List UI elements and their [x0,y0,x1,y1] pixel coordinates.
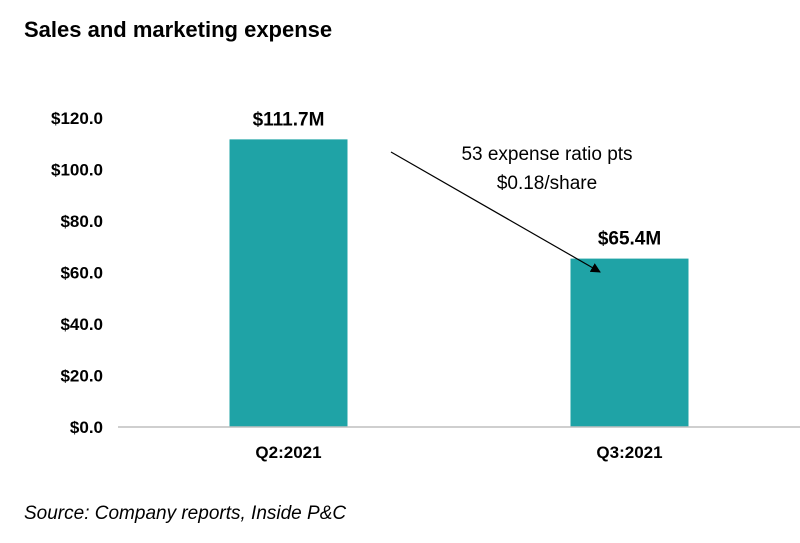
y-tick-label: $120.0 [51,109,103,128]
bar-data-label: $65.4M [598,229,661,250]
bar [229,139,348,427]
annotation-line-2: $0.18/share [497,173,597,194]
y-tick-label: $0.0 [70,418,103,437]
bar-data-label: $111.7M [253,109,325,130]
y-tick-label: $60.0 [60,264,103,283]
annotation-line-1: 53 expense ratio pts [461,144,632,165]
y-tick-label: $80.0 [60,212,103,231]
bar [570,258,689,427]
y-tick-label: $100.0 [51,161,103,180]
annotation-arrow [390,151,601,273]
y-tick-label: $20.0 [60,367,103,386]
x-tick-label: Q3:2021 [596,443,662,462]
bars [229,139,689,427]
chart-title: Sales and marketing expense [24,17,333,42]
x-axis-labels: Q2:2021 Q3:2021 [255,443,662,462]
y-tick-label: $40.0 [60,315,103,334]
data-labels: $111.7M $65.4M [253,109,662,249]
source-note: Source: Company reports, Inside P&C [24,503,347,524]
x-tick-label: Q2:2021 [255,443,321,462]
y-axis-ticks: $0.0 $20.0 $40.0 $60.0 $80.0 $100.0 $120.0 [51,109,103,437]
annotation: 53 expense ratio pts $0.18/share [390,144,633,273]
